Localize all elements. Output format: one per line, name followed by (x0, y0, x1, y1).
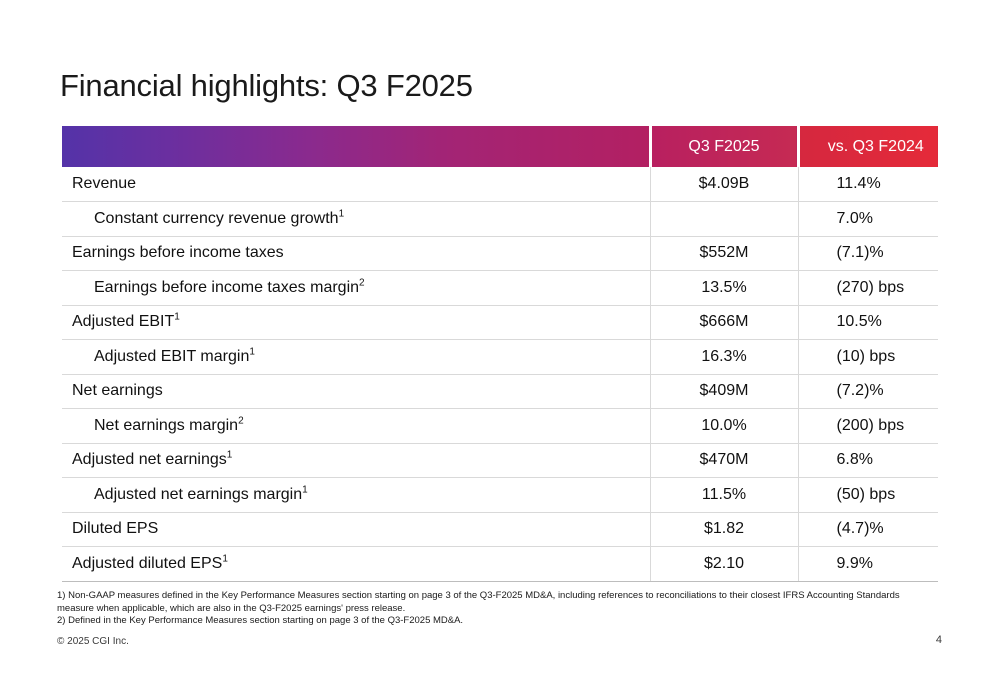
row-value-current: $2.10 (649, 546, 799, 582)
footnote-marker: 1 (222, 553, 228, 565)
table-row: Adjusted net earnings margin1 11.5% (50) b… (62, 477, 938, 513)
column-header-comparison-period: vs. Q3 F2024 (798, 126, 938, 167)
footnote-marker: 2 (359, 277, 365, 289)
footnote-marker: 1 (249, 346, 255, 358)
footnote-1: 1) Non-GAAP measures defined in the Key … (57, 590, 900, 614)
table-row: Revenue $4.09B 11.4% (62, 167, 938, 202)
row-value-current: $4.09B (649, 167, 799, 202)
row-label: Adjusted net earnings margin1 (62, 477, 650, 513)
row-value-change: (200) bps (798, 408, 938, 444)
table-row: Adjusted diluted EPS1 $2.10 9.9% (62, 546, 938, 582)
table-row: Earnings before income taxes margin2 13.5… (62, 270, 938, 306)
table-header-row: Q3 F2025 vs. Q3 F2024 (62, 126, 938, 167)
row-value-change: 11.4% (798, 167, 938, 202)
footnote-marker: 1 (174, 311, 180, 323)
page-title: Financial highlights: Q3 F2025 (60, 68, 473, 103)
table-body: Revenue $4.09B 11.4% Constant currency reve… (62, 167, 938, 582)
table-row: Adjusted net earnings1 $470M 6.8% (62, 443, 938, 478)
table-header: Q3 F2025 vs. Q3 F2024 (62, 126, 938, 167)
footnote-marker: 1 (338, 208, 345, 220)
table-row: Adjusted EBIT1 $666M 10.5% (62, 305, 938, 340)
row-value-current: 16.3% (649, 339, 799, 375)
row-value-change: 7.0% (798, 201, 938, 237)
row-label: Net earnings margin2 (62, 408, 650, 444)
row-value-change: (270) bps (798, 270, 938, 306)
row-value-current (649, 201, 799, 237)
row-value-change: 10.5% (798, 305, 938, 340)
row-label: Revenue (62, 167, 650, 202)
table-row: Constant currency revenue growth1 7.0% (62, 201, 938, 237)
row-label-text: Revenue (72, 175, 137, 192)
row-value-change: (50) bps (798, 477, 938, 513)
financial-highlights-table: Q3 F2025 vs. Q3 F2024 Revenue $4.09B 11.4%… (62, 126, 938, 582)
row-value-current: $1.82 (649, 512, 799, 547)
column-header-current-period: Q3 F2025 (648, 126, 800, 167)
row-label-text: Adjusted EBIT (72, 313, 175, 331)
row-label-text: Earnings before income taxes margin (94, 278, 360, 296)
row-label-text: Constant currency revenue growth (94, 209, 339, 227)
row-value-current: 10.0% (649, 408, 799, 444)
row-label: Net earnings (62, 374, 650, 409)
row-label: Adjusted EBIT margin1 (62, 339, 650, 375)
column-header-comparison-label: vs. Q3 F2024 (827, 137, 924, 155)
row-value-current: $552M (649, 236, 799, 271)
row-label: Constant currency revenue growth1 (62, 201, 650, 237)
table-row: Net earnings $409M (7.2)% (62, 374, 938, 409)
copyright-notice: © 2025 CGI Inc. (57, 636, 129, 647)
row-label: Earnings before income taxes (62, 236, 650, 271)
page-number: 4 (935, 634, 942, 646)
footnote-2: 2) Defined in the Key Performance Measur… (57, 615, 464, 627)
footnote-marker: 1 (302, 484, 308, 496)
row-value-current: $666M (649, 305, 799, 340)
table-row: Adjusted EBIT margin1 16.3% (10) bps (62, 339, 938, 375)
row-label-text: Adjusted net earnings (72, 451, 227, 469)
footnote-marker: 1 (226, 449, 233, 461)
row-label: Adjusted diluted EPS1 (62, 546, 650, 582)
row-value-current: 13.5% (649, 270, 799, 306)
footnote-marker: 2 (238, 415, 244, 427)
table-row: Earnings before income taxes $552M (7.1)% (62, 236, 938, 271)
row-label-text: Net earnings (72, 382, 163, 400)
row-value-current: 11.5% (649, 477, 799, 513)
row-label: Earnings before income taxes margin2 (62, 270, 650, 306)
row-label-text: Adjusted EBIT margin (94, 347, 250, 365)
row-label: Adjusted EBIT1 (62, 305, 650, 340)
row-label-text: Net earnings margin (94, 416, 239, 434)
row-value-change: 6.8% (798, 443, 938, 478)
footnotes-block: 1) Non-GAAP measures defined in the Key … (57, 590, 937, 628)
row-label: Adjusted net earnings1 (62, 443, 650, 478)
row-value-change: (10) bps (798, 339, 938, 375)
row-value-change: (4.7)% (798, 512, 938, 547)
row-label-text: Earnings before income taxes (72, 244, 284, 262)
row-value-change: 9.9% (798, 546, 938, 582)
row-label: Diluted EPS (62, 512, 650, 547)
row-value-change: (7.1)% (798, 236, 938, 271)
row-label-text: Diluted EPS (72, 520, 159, 538)
table-row: Diluted EPS $1.82 (4.7)% (62, 512, 938, 547)
table-row: Net earnings margin2 10.0% (200) bps (62, 408, 938, 444)
row-value-current: $470M (649, 443, 799, 478)
row-label-text: Adjusted diluted EPS (72, 554, 223, 572)
row-label-text: Adjusted net earnings margin (94, 485, 303, 503)
row-value-change: (7.2)% (798, 374, 938, 409)
row-value-current: $409M (649, 374, 799, 409)
header-gradient-bar (62, 126, 650, 167)
